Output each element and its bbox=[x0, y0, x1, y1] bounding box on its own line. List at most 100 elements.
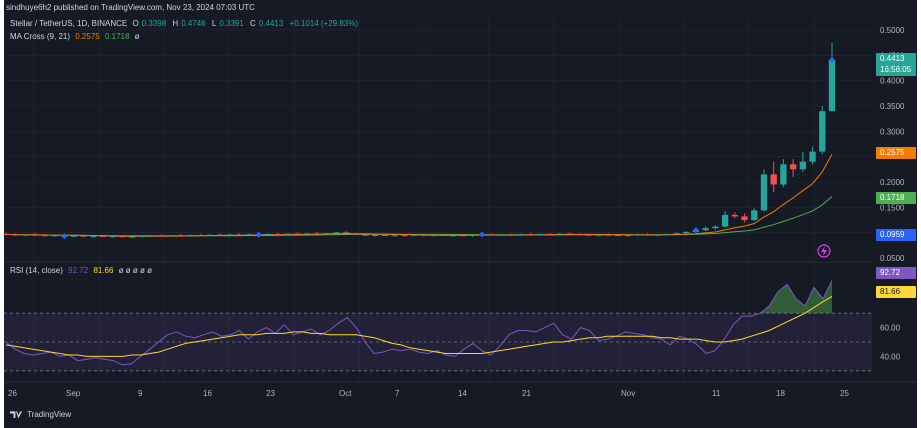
candle-body bbox=[430, 234, 437, 236]
rsi-tick-label: 40.00 bbox=[880, 352, 901, 361]
candle-body bbox=[741, 216, 748, 220]
candle-body bbox=[556, 233, 564, 235]
low-mark-price-label: 0.0959 bbox=[876, 229, 916, 241]
candle-body bbox=[206, 234, 214, 236]
candle-body bbox=[731, 214, 738, 217]
price-tick-label: 0.5000 bbox=[880, 26, 905, 35]
candle-body bbox=[624, 234, 632, 236]
candle-body bbox=[362, 234, 369, 236]
candle-body bbox=[313, 233, 321, 235]
candle-body bbox=[527, 234, 534, 236]
open-label: O bbox=[132, 19, 139, 28]
candle-body bbox=[294, 233, 301, 235]
candle-body bbox=[391, 235, 398, 237]
candle-body bbox=[712, 226, 719, 229]
rsi-ma-price-label: 81.66 bbox=[876, 286, 916, 298]
candle-body bbox=[488, 234, 496, 236]
high-value: 0.4746 bbox=[181, 19, 206, 28]
candle-body bbox=[51, 235, 58, 237]
tradingview-footer[interactable]: TradingView bbox=[10, 410, 71, 419]
candle-body bbox=[585, 234, 593, 236]
rsi-hidden-icons[interactable]: ø ø ø ø ø bbox=[118, 266, 152, 275]
flash-icon[interactable] bbox=[817, 244, 831, 258]
candle-body bbox=[119, 236, 126, 238]
tradingview-logo-text: TradingView bbox=[27, 410, 72, 419]
ma-slow-price-label: 0.1718 bbox=[876, 192, 916, 204]
candle-body bbox=[770, 174, 777, 185]
price-tick-label: 0.4000 bbox=[880, 77, 905, 86]
time-tick-label: 25 bbox=[840, 389, 849, 398]
candle-body bbox=[410, 234, 418, 236]
time-tick-label: 9 bbox=[138, 389, 143, 398]
last-price-value: 0.4413 bbox=[880, 54, 905, 63]
candle-body bbox=[148, 235, 155, 237]
candle-body bbox=[702, 228, 709, 231]
time-tick-label: 26 bbox=[8, 389, 17, 398]
candle-body bbox=[809, 151, 816, 162]
rsi-value: 92.72 bbox=[68, 266, 89, 275]
candle-body bbox=[566, 233, 573, 235]
close-label: C bbox=[250, 19, 256, 28]
candle-body bbox=[634, 234, 641, 236]
candle-body bbox=[274, 233, 282, 235]
candle-body bbox=[12, 234, 19, 236]
candle-body bbox=[333, 232, 340, 234]
candle-body bbox=[236, 234, 243, 236]
price-tick-label: 0.1500 bbox=[880, 203, 905, 212]
candle-body bbox=[245, 234, 253, 236]
countdown-value: 16:56:05 bbox=[880, 65, 912, 74]
rsi-ma-value: 81.66 bbox=[93, 266, 114, 275]
time-tick-label: Sep bbox=[66, 389, 81, 398]
last-price-label: 0.4413 16:56:05 bbox=[876, 53, 916, 76]
candle-body bbox=[508, 234, 515, 236]
candle-body bbox=[605, 234, 612, 236]
ma-fast-price-label: 0.2575 bbox=[876, 147, 916, 159]
candle-body bbox=[547, 233, 554, 235]
candle-body bbox=[284, 233, 291, 235]
rsi-price-label: 92.72 bbox=[876, 267, 916, 279]
chart-area[interactable]: 0.50000.45000.40000.35000.30000.20000.15… bbox=[4, 0, 917, 428]
rsi-title[interactable]: RSI (14, close) bbox=[10, 266, 63, 275]
candle-body bbox=[158, 235, 165, 237]
candle-body bbox=[760, 174, 768, 211]
candle-body bbox=[828, 59, 836, 112]
candle-body bbox=[304, 233, 311, 235]
ma-title[interactable]: MA Cross (9, 21) bbox=[10, 32, 71, 41]
candle-body bbox=[615, 234, 622, 236]
price-tick-label: 0.0500 bbox=[880, 254, 905, 263]
low-label: L bbox=[211, 19, 217, 28]
chart-canvas[interactable]: 0.50000.45000.40000.35000.30000.20000.15… bbox=[4, 0, 917, 428]
candle-body bbox=[721, 214, 729, 227]
candle-body bbox=[197, 234, 204, 236]
candle-body bbox=[129, 236, 136, 238]
symbol-name[interactable]: Stellar / TetherUS, 1D, BINANCE bbox=[10, 19, 128, 28]
candle-body bbox=[469, 234, 476, 236]
candle-body bbox=[80, 235, 87, 237]
time-tick-label: 23 bbox=[266, 389, 275, 398]
candle-body bbox=[576, 234, 583, 236]
change-value: +0.1014 (+29.83%) bbox=[289, 19, 359, 28]
candle-body bbox=[138, 235, 146, 237]
time-tick-label: 21 bbox=[522, 389, 531, 398]
rsi-overbought-fill bbox=[6, 280, 832, 314]
candle-body bbox=[537, 233, 544, 235]
candle-body bbox=[372, 234, 379, 236]
candle-body bbox=[109, 236, 117, 238]
ma-hidden-icon[interactable]: ø bbox=[134, 32, 140, 41]
candle-body bbox=[799, 161, 807, 170]
candle-body bbox=[440, 234, 447, 236]
candle-body bbox=[100, 235, 107, 237]
price-tick-label: 0.2000 bbox=[880, 178, 905, 187]
candle-body bbox=[420, 234, 428, 236]
candle-body bbox=[653, 234, 661, 236]
ma-fast-value: 0.2575 bbox=[75, 32, 100, 41]
candle-body bbox=[780, 164, 787, 185]
close-value: 0.4413 bbox=[258, 19, 284, 28]
grid-lines bbox=[4, 12, 872, 382]
candle-body bbox=[459, 235, 466, 237]
candle-body bbox=[595, 234, 602, 236]
rsi-tick-label: 60.00 bbox=[880, 324, 901, 333]
candle-body bbox=[323, 233, 330, 235]
candle-body bbox=[342, 232, 350, 234]
candle-body bbox=[449, 235, 457, 237]
